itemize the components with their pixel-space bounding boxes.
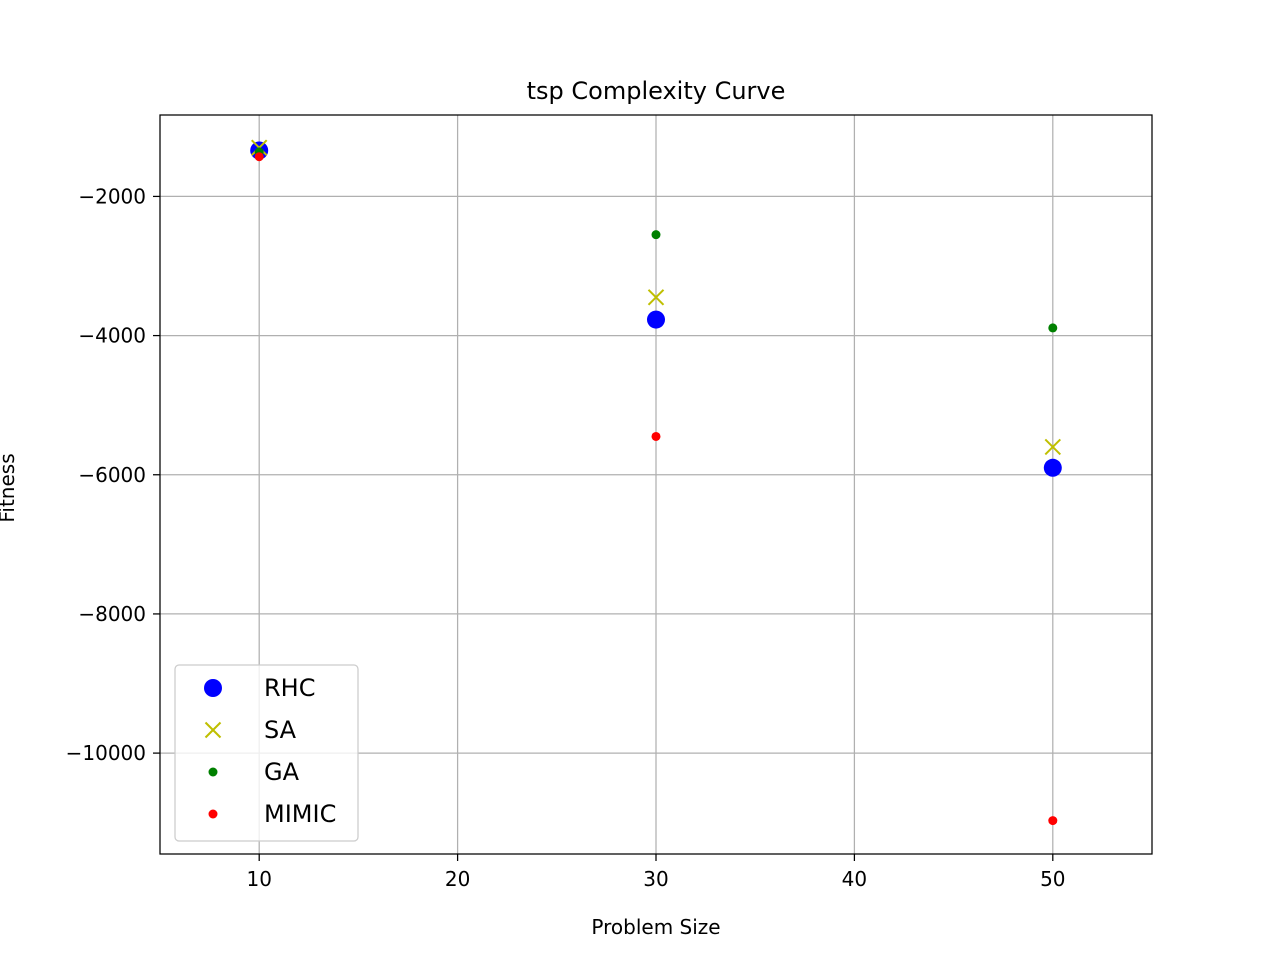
y-tick-label: −6000 [78,463,146,487]
point-rhc [647,310,665,329]
legend-frame [174,664,359,842]
point-mimic [651,431,661,441]
legend-label-rhc: RHC [264,674,315,702]
point-sa [1044,438,1062,456]
legend-label-mimic: MIMIC [264,800,336,828]
y-axis-label: Fitness [0,453,19,522]
point-mimic [254,152,264,162]
chart-title: tsp Complexity Curve [527,77,786,105]
point-mimic [1048,816,1058,826]
legend-label-ga: GA [264,758,300,786]
legend-marker-mimic [208,809,218,819]
y-tick-label: −10000 [66,741,146,765]
x-tick-label: 50 [1040,867,1065,891]
point-sa-stroke [647,289,665,306]
point-sa [647,289,665,306]
axis-ticks: 10 20 30 40 50 −2000 −4000 −6000 −8000 −10000 [66,184,1066,891]
point-ga [1048,323,1058,333]
x-tick-label: 10 [246,867,271,891]
data-points [250,139,1062,826]
x-tick-label: 40 [842,867,867,891]
legend-marker-ga [208,767,218,777]
legend: RHC SA GA MIMIC [174,664,359,842]
y-tick-label: −2000 [78,184,146,208]
x-axis-label: Problem Size [591,915,720,939]
point-rhc [1043,458,1062,477]
y-tick-label: −4000 [78,324,146,348]
point-sa-stroke [1044,438,1062,456]
x-tick-label: 30 [643,867,668,891]
x-tick-label: 20 [445,867,470,891]
legend-label-sa: SA [264,716,297,744]
y-tick-label: −8000 [78,602,146,626]
legend-marker-sa-stroke [204,721,222,739]
legend-marker-rhc [204,679,222,697]
legend-marker-sa [204,721,222,739]
point-ga [651,230,661,240]
